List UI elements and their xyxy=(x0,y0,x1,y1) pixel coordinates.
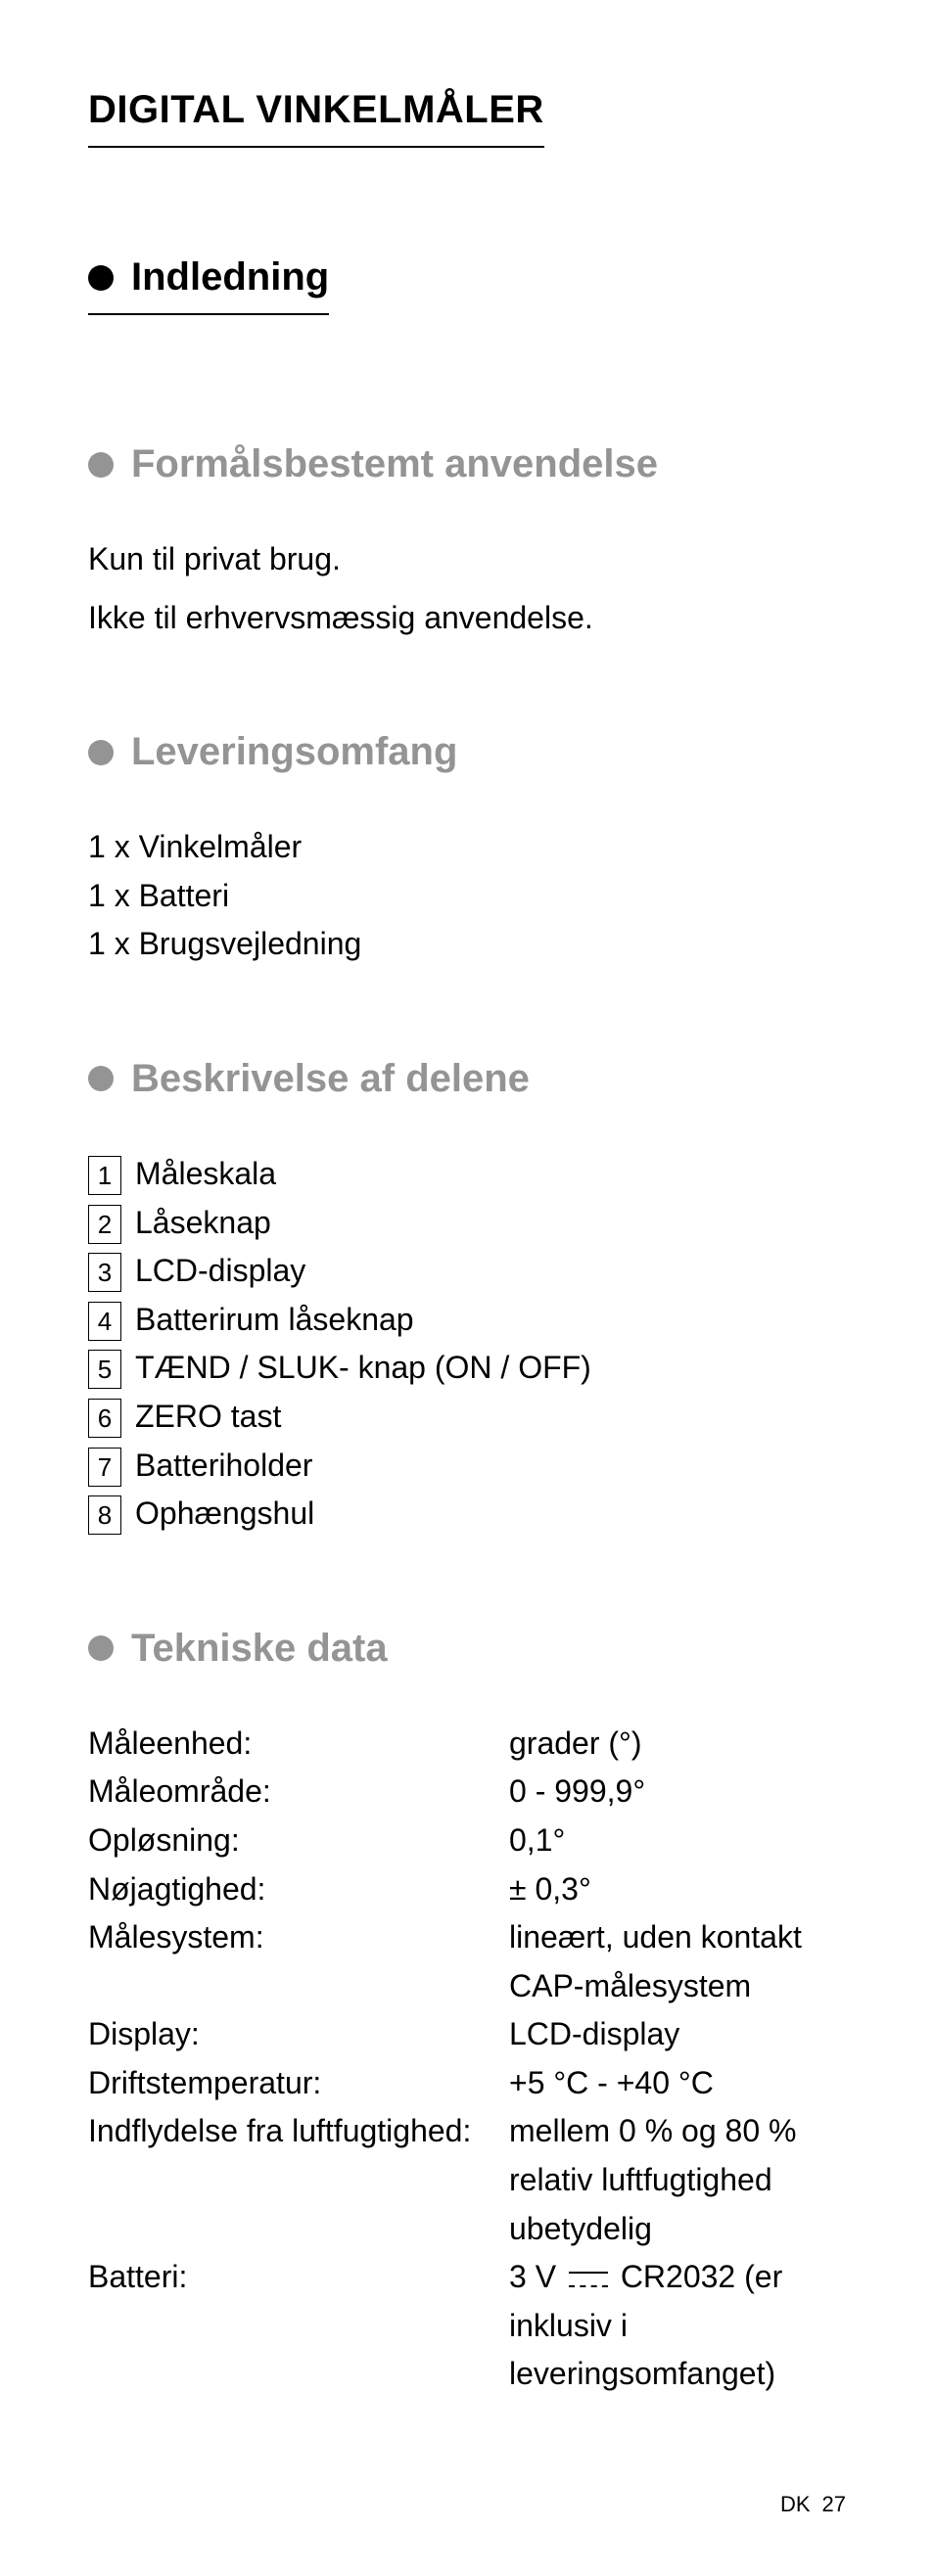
table-row: leveringsomfanget) xyxy=(88,2350,846,2399)
tech-value: +5 °C - +40 °C xyxy=(509,2059,846,2108)
heading-text: Beskrivelse af delene xyxy=(131,1057,530,1101)
tech-value: 0,1° xyxy=(509,1817,846,1865)
part-number-box: 6 xyxy=(88,1399,121,1438)
part-number-box: 3 xyxy=(88,1253,121,1292)
tech-table: Måleenhed: grader (°) Måleområde: 0 - 99… xyxy=(88,1720,846,2399)
list-item: 1 x Vinkelmåler xyxy=(88,823,846,872)
table-row: relativ luftfugtighed ubetydelig xyxy=(88,2156,846,2253)
tech-label: Måleområde: xyxy=(88,1768,509,1817)
tech-label: Målesystem: xyxy=(88,1913,509,1962)
part-number-box: 4 xyxy=(88,1302,121,1341)
table-row: CAP-målesystem xyxy=(88,1962,846,2011)
table-row: Driftstemperatur: +5 °C - +40 °C xyxy=(88,2059,846,2108)
delivery-list: 1 x Vinkelmåler 1 x Batteri 1 x Brugsvej… xyxy=(88,823,846,969)
table-row: Display: LCD-display xyxy=(88,2010,846,2059)
list-item: 1 Måleskala xyxy=(88,1150,846,1199)
dc-symbol-icon xyxy=(569,2270,608,2289)
tech-label xyxy=(88,1962,509,2011)
tech-label: Opløsning: xyxy=(88,1817,509,1865)
tech-value: grader (°) xyxy=(509,1720,846,1769)
tech-label: Nøjagtighed: xyxy=(88,1865,509,1914)
purpose-line: Kun til privat brug. xyxy=(88,535,846,584)
list-item: 8 Ophængshul xyxy=(88,1490,846,1539)
parts-list: 1 Måleskala 2 Låseknap 3 LCD-display 4 B… xyxy=(88,1150,846,1539)
heading-intro: Indledning xyxy=(88,255,329,315)
section-tech: Tekniske data Måleenhed: grader (°) Måle… xyxy=(88,1587,846,2399)
tech-label: Indflydelse fra luftfugtighed: xyxy=(88,2107,509,2156)
tech-value-battery: 3 V CR2032 (er inklusiv i xyxy=(509,2253,846,2350)
table-row: Måleområde: 0 - 999,9° xyxy=(88,1768,846,1817)
tech-label: Driftstemperatur: xyxy=(88,2059,509,2108)
heading-tech: Tekniske data xyxy=(88,1627,388,1671)
section-purpose: Formålsbestemt anvendelse Kun til privat… xyxy=(88,413,846,642)
list-item: 1 x Batteri xyxy=(88,872,846,921)
list-item: 4 Batterirum låseknap xyxy=(88,1296,846,1345)
tech-label xyxy=(88,2350,509,2399)
part-label: Ophængshul xyxy=(135,1490,314,1539)
table-row: Opløsning: 0,1° xyxy=(88,1817,846,1865)
section-delivery: Leveringsomfang 1 x Vinkelmåler 1 x Batt… xyxy=(88,691,846,969)
footer-country: DK xyxy=(780,2492,811,2517)
tech-label: Måleenhed: xyxy=(88,1720,509,1769)
tech-label: Batteri: xyxy=(88,2253,509,2350)
tech-value: 0 - 999,9° xyxy=(509,1768,846,1817)
battery-prefix: 3 V xyxy=(509,2259,556,2294)
table-row: Målesystem: lineært, uden kontakt xyxy=(88,1913,846,1962)
section-parts: Beskrivelse af delene 1 Måleskala 2 Låse… xyxy=(88,1018,846,1539)
bullet-icon xyxy=(88,740,114,765)
table-row: Måleenhed: grader (°) xyxy=(88,1720,846,1769)
heading-purpose: Formålsbestemt anvendelse xyxy=(88,442,658,486)
tech-label: Display: xyxy=(88,2010,509,2059)
part-label: ZERO tast xyxy=(135,1393,281,1442)
part-number-box: 5 xyxy=(88,1350,121,1389)
part-label: Låseknap xyxy=(135,1199,271,1248)
part-number-box: 1 xyxy=(88,1156,121,1195)
heading-parts: Beskrivelse af delene xyxy=(88,1057,530,1101)
heading-text: Leveringsomfang xyxy=(131,730,457,774)
list-item: 2 Låseknap xyxy=(88,1199,846,1248)
tech-value: CAP-målesystem xyxy=(509,1962,846,2011)
bullet-icon xyxy=(88,265,114,291)
part-label: Batteriholder xyxy=(135,1442,312,1491)
tech-value: leveringsomfanget) xyxy=(509,2350,846,2399)
list-item: 3 LCD-display xyxy=(88,1247,846,1296)
page-title: DIGITAL VINKELMÅLER xyxy=(88,88,544,148)
bullet-icon xyxy=(88,1066,114,1091)
list-item: 7 Batteriholder xyxy=(88,1442,846,1491)
bullet-icon xyxy=(88,1635,114,1661)
table-row: Batteri: 3 V CR2032 (er inklusiv i xyxy=(88,2253,846,2350)
page-footer: DK 27 xyxy=(780,2492,846,2517)
part-label: TÆND / SLUK- knap (ON / OFF) xyxy=(135,1344,591,1393)
bullet-icon xyxy=(88,452,114,478)
heading-delivery: Leveringsomfang xyxy=(88,730,457,774)
part-label: Måleskala xyxy=(135,1150,276,1199)
heading-text: Formålsbestemt anvendelse xyxy=(131,442,658,486)
tech-value: relativ luftfugtighed ubetydelig xyxy=(509,2156,846,2253)
part-label: Batterirum låseknap xyxy=(135,1296,414,1345)
list-item: 5 TÆND / SLUK- knap (ON / OFF) xyxy=(88,1344,846,1393)
tech-value: lineært, uden kontakt xyxy=(509,1913,846,1962)
table-row: Indflydelse fra luftfugtighed: mellem 0 … xyxy=(88,2107,846,2156)
part-number-box: 7 xyxy=(88,1448,121,1487)
tech-value: mellem 0 % og 80 % xyxy=(509,2107,846,2156)
tech-value: LCD-display xyxy=(509,2010,846,2059)
part-number-box: 8 xyxy=(88,1495,121,1535)
tech-label xyxy=(88,2156,509,2253)
purpose-line: Ikke til erhvervsmæssig anvendelse. xyxy=(88,594,846,643)
table-row: Nøjagtighed: ± 0,3° xyxy=(88,1865,846,1914)
footer-page-number: 27 xyxy=(822,2492,846,2517)
section-intro: Indledning xyxy=(88,226,846,364)
heading-text: Indledning xyxy=(131,255,329,299)
part-label: LCD-display xyxy=(135,1247,305,1296)
heading-text: Tekniske data xyxy=(131,1627,388,1671)
manual-page: DIGITAL VINKELMÅLER Indledning Formålsbe… xyxy=(0,0,934,2399)
part-number-box: 2 xyxy=(88,1205,121,1244)
list-item: 1 x Brugsvejledning xyxy=(88,920,846,969)
tech-value: ± 0,3° xyxy=(509,1865,846,1914)
list-item: 6 ZERO tast xyxy=(88,1393,846,1442)
